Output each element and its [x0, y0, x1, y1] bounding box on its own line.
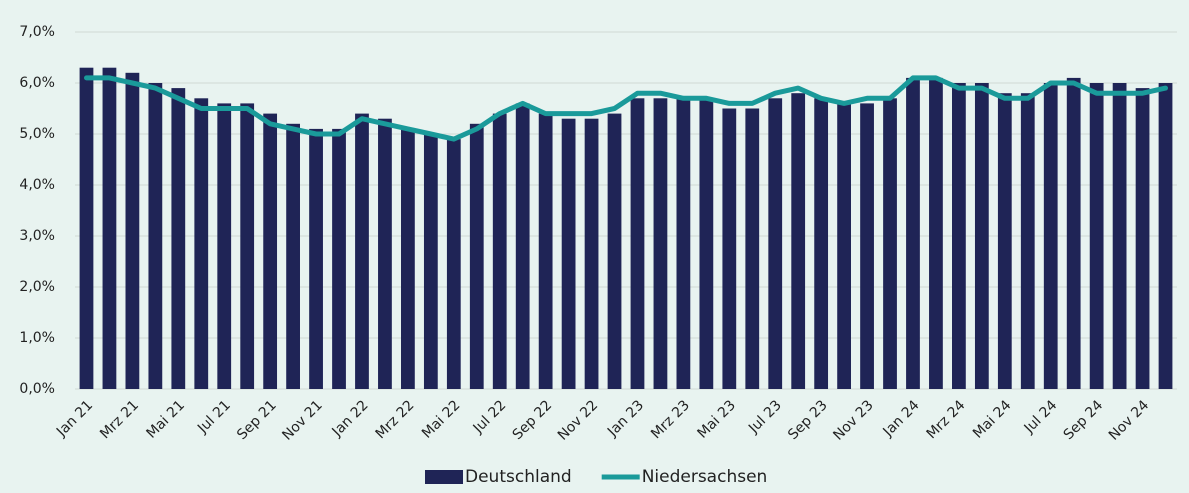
x-tick-label: Sep 22	[510, 397, 556, 443]
bar	[929, 77, 943, 390]
x-tick-label: Nov 21	[279, 397, 325, 443]
x-tick-label: Mai 23	[695, 397, 739, 441]
bar	[378, 118, 392, 389]
bar	[309, 128, 323, 389]
bar	[630, 98, 645, 390]
x-tick-label: Nov 22	[555, 397, 601, 443]
bar	[814, 98, 829, 390]
bar	[538, 113, 553, 389]
bar	[791, 93, 806, 389]
x-tick-label: Sep 21	[234, 397, 280, 443]
x-tick-label: Mrz 23	[648, 397, 693, 442]
bar	[469, 123, 484, 390]
x-tick-label: Sep 23	[785, 397, 831, 443]
legend-swatch	[425, 470, 463, 484]
bar	[1135, 88, 1150, 389]
x-tick-label: Mai 21	[144, 397, 188, 441]
x-tick-label: Sep 24	[1061, 397, 1107, 443]
legend-label: Deutschland	[465, 467, 572, 487]
bar	[1020, 93, 1035, 389]
y-tick-label: 4,0%	[19, 177, 55, 193]
bar	[974, 83, 989, 389]
bar	[561, 118, 576, 389]
bar	[837, 103, 851, 390]
bar	[952, 83, 966, 389]
x-tick-label: Mrz 22	[373, 397, 418, 442]
bar	[1089, 83, 1104, 389]
x-tick-label: Jan 22	[329, 397, 372, 440]
x-tick-label: Nov 23	[830, 397, 876, 443]
bar	[1112, 83, 1127, 389]
bar	[401, 128, 415, 389]
x-tick-label: Jan 23	[604, 397, 647, 440]
y-tick-label: 2,0%	[19, 279, 55, 295]
bar	[102, 67, 117, 389]
bar	[332, 128, 346, 389]
bar	[171, 88, 186, 389]
x-tick-label: Jul 23	[745, 397, 785, 437]
y-tick-label: 0,0%	[19, 381, 55, 397]
x-tick-label: Jan 24	[880, 397, 923, 440]
bar	[653, 98, 668, 390]
bar	[745, 108, 760, 389]
bar	[217, 103, 232, 390]
bar	[423, 134, 438, 389]
line	[84, 75, 1168, 142]
x-tick-label: Jul 22	[470, 397, 510, 437]
y-tick-label: 3,0%	[19, 228, 55, 244]
x-tick-label: Nov 24	[1106, 397, 1152, 443]
bar	[860, 103, 874, 390]
bar	[148, 83, 163, 389]
bar	[286, 123, 300, 390]
x-tick-label: Jan 21	[53, 397, 96, 440]
bar	[79, 67, 94, 389]
y-tick-label: 6,0%	[19, 75, 55, 91]
bar	[492, 113, 507, 389]
y-tick-label: 1,0%	[19, 330, 55, 346]
y-tick-label: 5,0%	[19, 126, 55, 142]
x-tick-label: Jul 24	[1021, 397, 1061, 437]
bar	[240, 103, 255, 390]
bar	[125, 72, 140, 390]
bar	[1043, 83, 1058, 389]
x-tick-label: Mai 24	[970, 397, 1014, 441]
bar	[883, 98, 897, 390]
y-tick-label: 7,0%	[19, 24, 55, 40]
bar	[676, 98, 691, 390]
bar	[722, 108, 737, 389]
x-tick-label: Mrz 24	[924, 397, 969, 442]
bar	[194, 98, 209, 390]
bar	[263, 113, 278, 389]
bar	[607, 113, 622, 389]
bar	[1066, 77, 1081, 390]
bar	[446, 139, 461, 389]
bar	[699, 98, 714, 390]
bar	[584, 118, 599, 389]
bar	[1158, 83, 1173, 389]
bar	[768, 98, 783, 390]
bar	[906, 77, 920, 390]
x-tick-label: Jul 21	[194, 397, 234, 437]
legend-label: Niedersachsen	[642, 467, 768, 487]
x-tick-label: Mrz 21	[97, 397, 142, 442]
bar	[355, 113, 369, 389]
bar	[997, 93, 1012, 389]
bar	[515, 103, 530, 390]
x-tick-label: Mai 22	[419, 397, 463, 441]
